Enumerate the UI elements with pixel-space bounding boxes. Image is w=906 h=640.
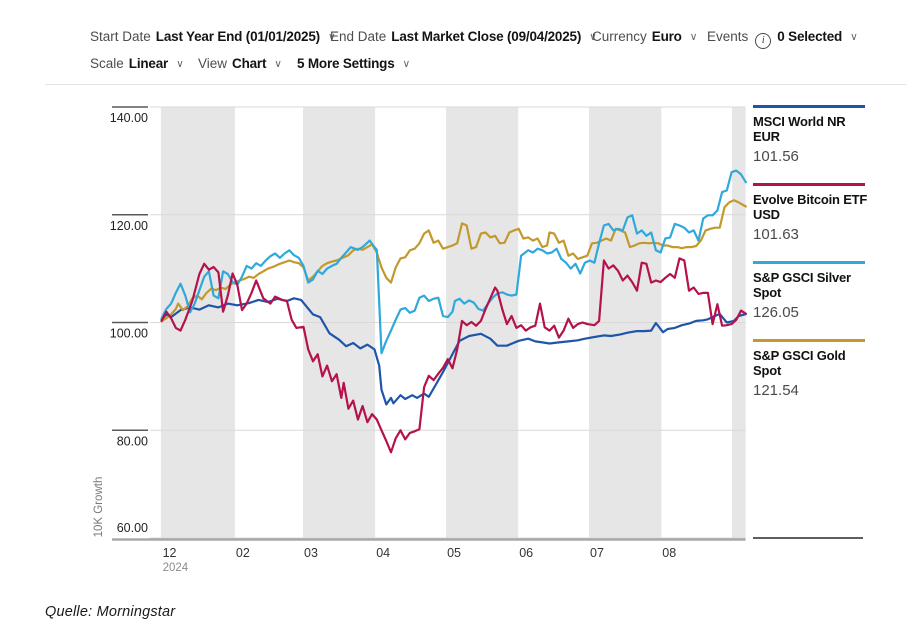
info-icon[interactable]: i — [755, 33, 772, 49]
legend-value: 101.56 — [753, 148, 799, 165]
legend-name: Evolve Bitcoin ETF USD — [753, 192, 868, 222]
chevron-down-icon: ∨ — [176, 58, 184, 70]
chevron-down-icon: ∨ — [274, 58, 282, 70]
svg-text:2024: 2024 — [163, 562, 189, 574]
svg-text:120.00: 120.00 — [110, 219, 148, 233]
legend-bottom-rule — [753, 537, 863, 539]
legend-item-msci-world[interactable]: MSCI World NR EUR 101.56 — [753, 105, 865, 165]
svg-text:03: 03 — [304, 546, 318, 560]
legend-item-bitcoin-etf[interactable]: Evolve Bitcoin ETF USD 101.63 — [753, 183, 868, 243]
chevron-down-icon: ∨ — [589, 31, 597, 43]
more-settings-value: 5 More Settings — [297, 56, 395, 71]
svg-text:06: 06 — [519, 546, 533, 560]
scale-control[interactable]: Scale Linear ∨ — [90, 56, 184, 71]
chevron-down-icon: ∨ — [689, 31, 698, 43]
svg-text:100.00: 100.00 — [110, 327, 148, 341]
toolbar-divider — [45, 84, 906, 85]
svg-text:80.00: 80.00 — [117, 434, 148, 448]
legend-color-bar — [753, 261, 865, 264]
legend-value: 121.54 — [753, 382, 799, 399]
currency-value: Euro — [651, 29, 682, 44]
legend-color-bar — [753, 183, 865, 186]
svg-text:04: 04 — [376, 546, 390, 560]
events-control[interactable]: Events i 0 Selected ∨ — [707, 29, 858, 49]
svg-text:60.00: 60.00 — [117, 521, 148, 535]
chevron-down-icon: ∨ — [402, 58, 411, 70]
chevron-down-icon: ∨ — [327, 31, 336, 43]
start-date-value: Last Year End (01/01/2025) — [155, 29, 320, 44]
scale-label: Scale — [90, 56, 124, 71]
svg-text:12: 12 — [163, 546, 177, 560]
svg-text:07: 07 — [590, 546, 604, 560]
scale-value: Linear — [128, 56, 169, 71]
svg-text:140.00: 140.00 — [110, 111, 148, 125]
end-date-value: Last Market Close (09/04/2025) — [391, 29, 582, 44]
chevron-down-icon: ∨ — [850, 31, 858, 43]
currency-label: Currency — [592, 29, 647, 44]
events-label: Events — [707, 29, 749, 44]
legend-color-bar — [753, 105, 865, 108]
currency-control[interactable]: Currency Euro ∨ — [592, 29, 697, 44]
start-date-control[interactable]: Start Date Last Year End (01/01/2025) ∨ — [90, 29, 336, 44]
source-attribution: Quelle: Morningstar — [45, 604, 176, 620]
legend-name: MSCI World NR EUR — [753, 114, 846, 144]
start-date-label: Start Date — [90, 29, 151, 44]
svg-text:02: 02 — [236, 546, 250, 560]
legend: MSCI World NR EUR 101.56 Evolve Bitcoin E… — [753, 105, 868, 417]
view-control[interactable]: View Chart ∨ — [198, 56, 282, 71]
view-label: View — [198, 56, 228, 71]
events-value: 0 Selected — [777, 29, 843, 44]
legend-name: S&P GSCI Gold Spot — [753, 348, 846, 378]
end-date-label: End Date — [330, 29, 387, 44]
svg-text:05: 05 — [447, 546, 461, 560]
view-value: Chart — [232, 56, 267, 71]
svg-text:10K Growth: 10K Growth — [93, 477, 105, 538]
legend-color-bar — [753, 339, 865, 342]
chart-canvas[interactable]: 140.00 120.00 100.00 80.00 60.00 12 2024 02 03 04… — [0, 95, 906, 585]
legend-value: 126.05 — [753, 304, 799, 321]
end-date-control[interactable]: End Date Last Market Close (09/04/2025) ∨ — [330, 29, 597, 44]
svg-text:08: 08 — [662, 546, 676, 560]
legend-value: 101.63 — [753, 226, 799, 243]
legend-item-gsci-silver[interactable]: S&P GSCI Silver Spot 126.05 — [753, 261, 865, 321]
legend-name: S&P GSCI Silver Spot — [753, 270, 851, 300]
more-settings-control[interactable]: 5 More Settings ∨ — [297, 56, 410, 71]
legend-item-gsci-gold[interactable]: S&P GSCI Gold Spot 121.54 — [753, 339, 865, 399]
